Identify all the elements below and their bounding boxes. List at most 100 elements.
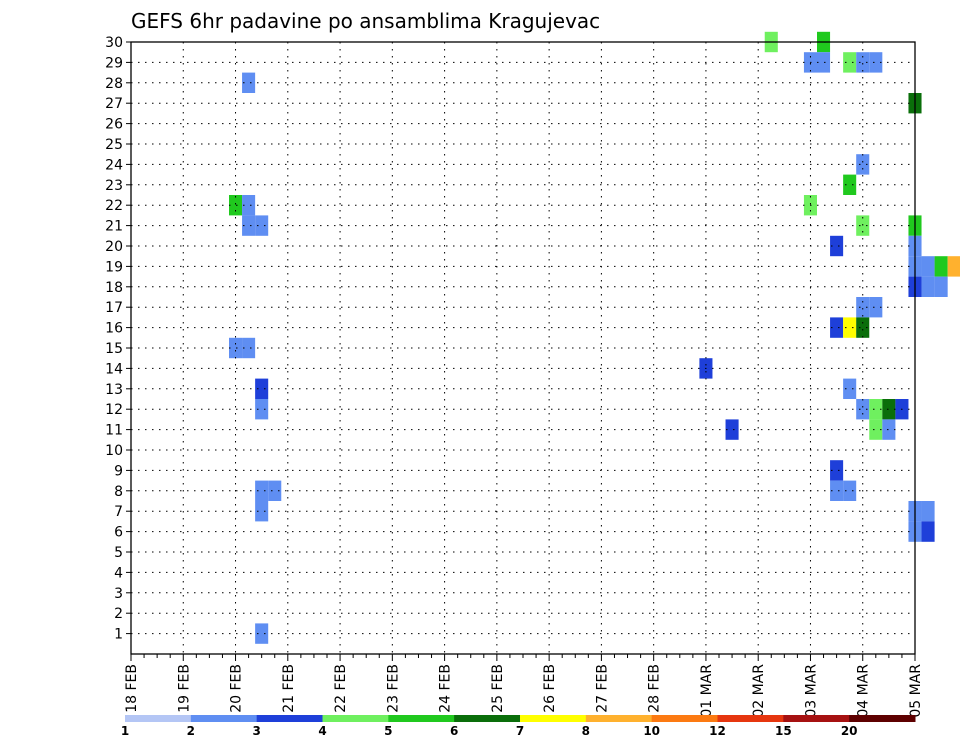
colorbar-label: 7 [516, 724, 524, 738]
colorbar-segment [520, 715, 587, 722]
heatmap-cell [830, 317, 844, 338]
colorbar-label: 3 [252, 724, 260, 738]
colorbar-label: 1 [121, 724, 129, 738]
heatmap-cell [255, 215, 269, 236]
y-tick-label: 20 [105, 239, 123, 255]
heatmap-cell [869, 297, 883, 318]
x-tick-label: 03 MAR [803, 664, 819, 718]
heatmap-cell [255, 501, 269, 522]
heatmap-cell [921, 521, 935, 542]
colorbar-segment [717, 715, 784, 722]
colorbar-segment [849, 715, 916, 722]
y-tick-label: 1 [114, 627, 123, 643]
colorbar-segment [454, 715, 521, 722]
heatmap-cell [725, 419, 739, 440]
x-tick-label: 04 MAR [856, 664, 872, 718]
y-tick-label: 19 [105, 259, 123, 275]
y-tick-label: 15 [105, 341, 123, 357]
colorbar-segment [651, 715, 718, 722]
heatmap-cell [268, 480, 282, 501]
y-tick-label: 18 [105, 280, 123, 296]
x-tick-label: 28 FEB [647, 664, 663, 713]
heatmap-cell [242, 337, 256, 359]
x-tick-label: 18 FEB [124, 664, 140, 713]
chart-title: GEFS 6hr padavine po ansamblima Kragujev… [131, 9, 600, 33]
heatmap-cell [830, 480, 844, 501]
x-tick-label: 25 FEB [490, 664, 506, 713]
x-tick-label: 23 FEB [385, 664, 401, 713]
x-tick-label: 21 FEB [281, 664, 297, 713]
y-tick-label: 2 [114, 606, 123, 622]
heatmap-cell [856, 154, 870, 175]
heatmap-cell [242, 72, 256, 93]
y-tick-label: 17 [105, 300, 123, 316]
y-tick-label: 12 [105, 402, 123, 418]
x-tick-label: 27 FEB [594, 664, 610, 713]
colorbar-label: 10 [643, 724, 660, 738]
heatmap-cell [856, 297, 870, 318]
heatmap-cell [255, 480, 269, 501]
heatmap-cell [869, 52, 883, 73]
colorbar-segment [256, 715, 323, 722]
heatmap-cell [242, 195, 256, 216]
y-tick-label: 6 [114, 525, 123, 541]
y-tick-label: 26 [105, 117, 123, 133]
heatmap-cell [229, 195, 243, 216]
y-tick-label: 9 [114, 463, 123, 479]
heatmap-cell [869, 419, 883, 440]
y-tick-label: 13 [105, 382, 123, 398]
y-tick-label: 28 [105, 76, 123, 92]
y-tick-label: 11 [105, 423, 123, 439]
colorbar-segment [125, 715, 192, 722]
heatmap-cell [830, 235, 844, 257]
y-tick-label: 5 [114, 545, 123, 561]
y-tick-label: 22 [105, 198, 123, 214]
heatmap-cell [947, 256, 960, 277]
heatmap-cell [843, 378, 857, 399]
heatmap-cell [255, 399, 269, 420]
y-tick-label: 25 [105, 137, 123, 153]
colorbar-label: 5 [384, 724, 392, 738]
colorbar-segment [190, 715, 258, 722]
colorbar-segment [322, 715, 389, 722]
colorbar-label: 4 [318, 724, 326, 738]
heatmap-cell [817, 52, 831, 73]
heatmap-cell [843, 52, 857, 73]
y-tick-label: 23 [105, 178, 123, 194]
colorbar-label: 12 [709, 724, 726, 738]
y-tick-label: 8 [114, 484, 123, 500]
heatmap-cell [921, 256, 935, 277]
x-tick-label: 22 FEB [333, 664, 349, 713]
y-tick-label: 24 [105, 157, 123, 173]
x-tick-label: 26 FEB [542, 664, 558, 713]
heatmap-cell [856, 317, 870, 338]
heatmap-cell [830, 460, 844, 481]
x-tick-label: 20 FEB [229, 664, 245, 713]
y-tick-label: 3 [114, 586, 123, 602]
heatmap-cell [934, 276, 948, 297]
colorbar-label: 2 [187, 724, 195, 738]
heatmap-cell [882, 399, 896, 420]
heatmap-cell [882, 419, 896, 440]
heatmap-cell [229, 337, 243, 359]
colorbar-label: 6 [450, 724, 458, 738]
heatmap-cell [843, 317, 857, 338]
heatmap-cell [856, 215, 870, 236]
colorbar-segment [783, 715, 850, 722]
y-tick-label: 16 [105, 321, 123, 337]
y-tick-label: 10 [105, 443, 123, 459]
y-tick-label: 14 [105, 361, 123, 377]
x-tick-label: 02 MAR [751, 664, 767, 718]
x-tick-label: 19 FEB [176, 664, 192, 713]
x-tick-label: 24 FEB [438, 664, 454, 713]
y-tick-label: 30 [105, 35, 123, 51]
heatmap-cell [934, 256, 948, 277]
colorbar-segment [585, 715, 653, 722]
heatmap-cell [921, 501, 935, 522]
x-tick-label: 05 MAR [908, 664, 924, 718]
heatmap-cell [856, 399, 870, 420]
colorbar-label: 15 [775, 724, 792, 738]
x-tick-label: 01 MAR [699, 664, 715, 718]
y-tick-label: 4 [114, 565, 123, 581]
